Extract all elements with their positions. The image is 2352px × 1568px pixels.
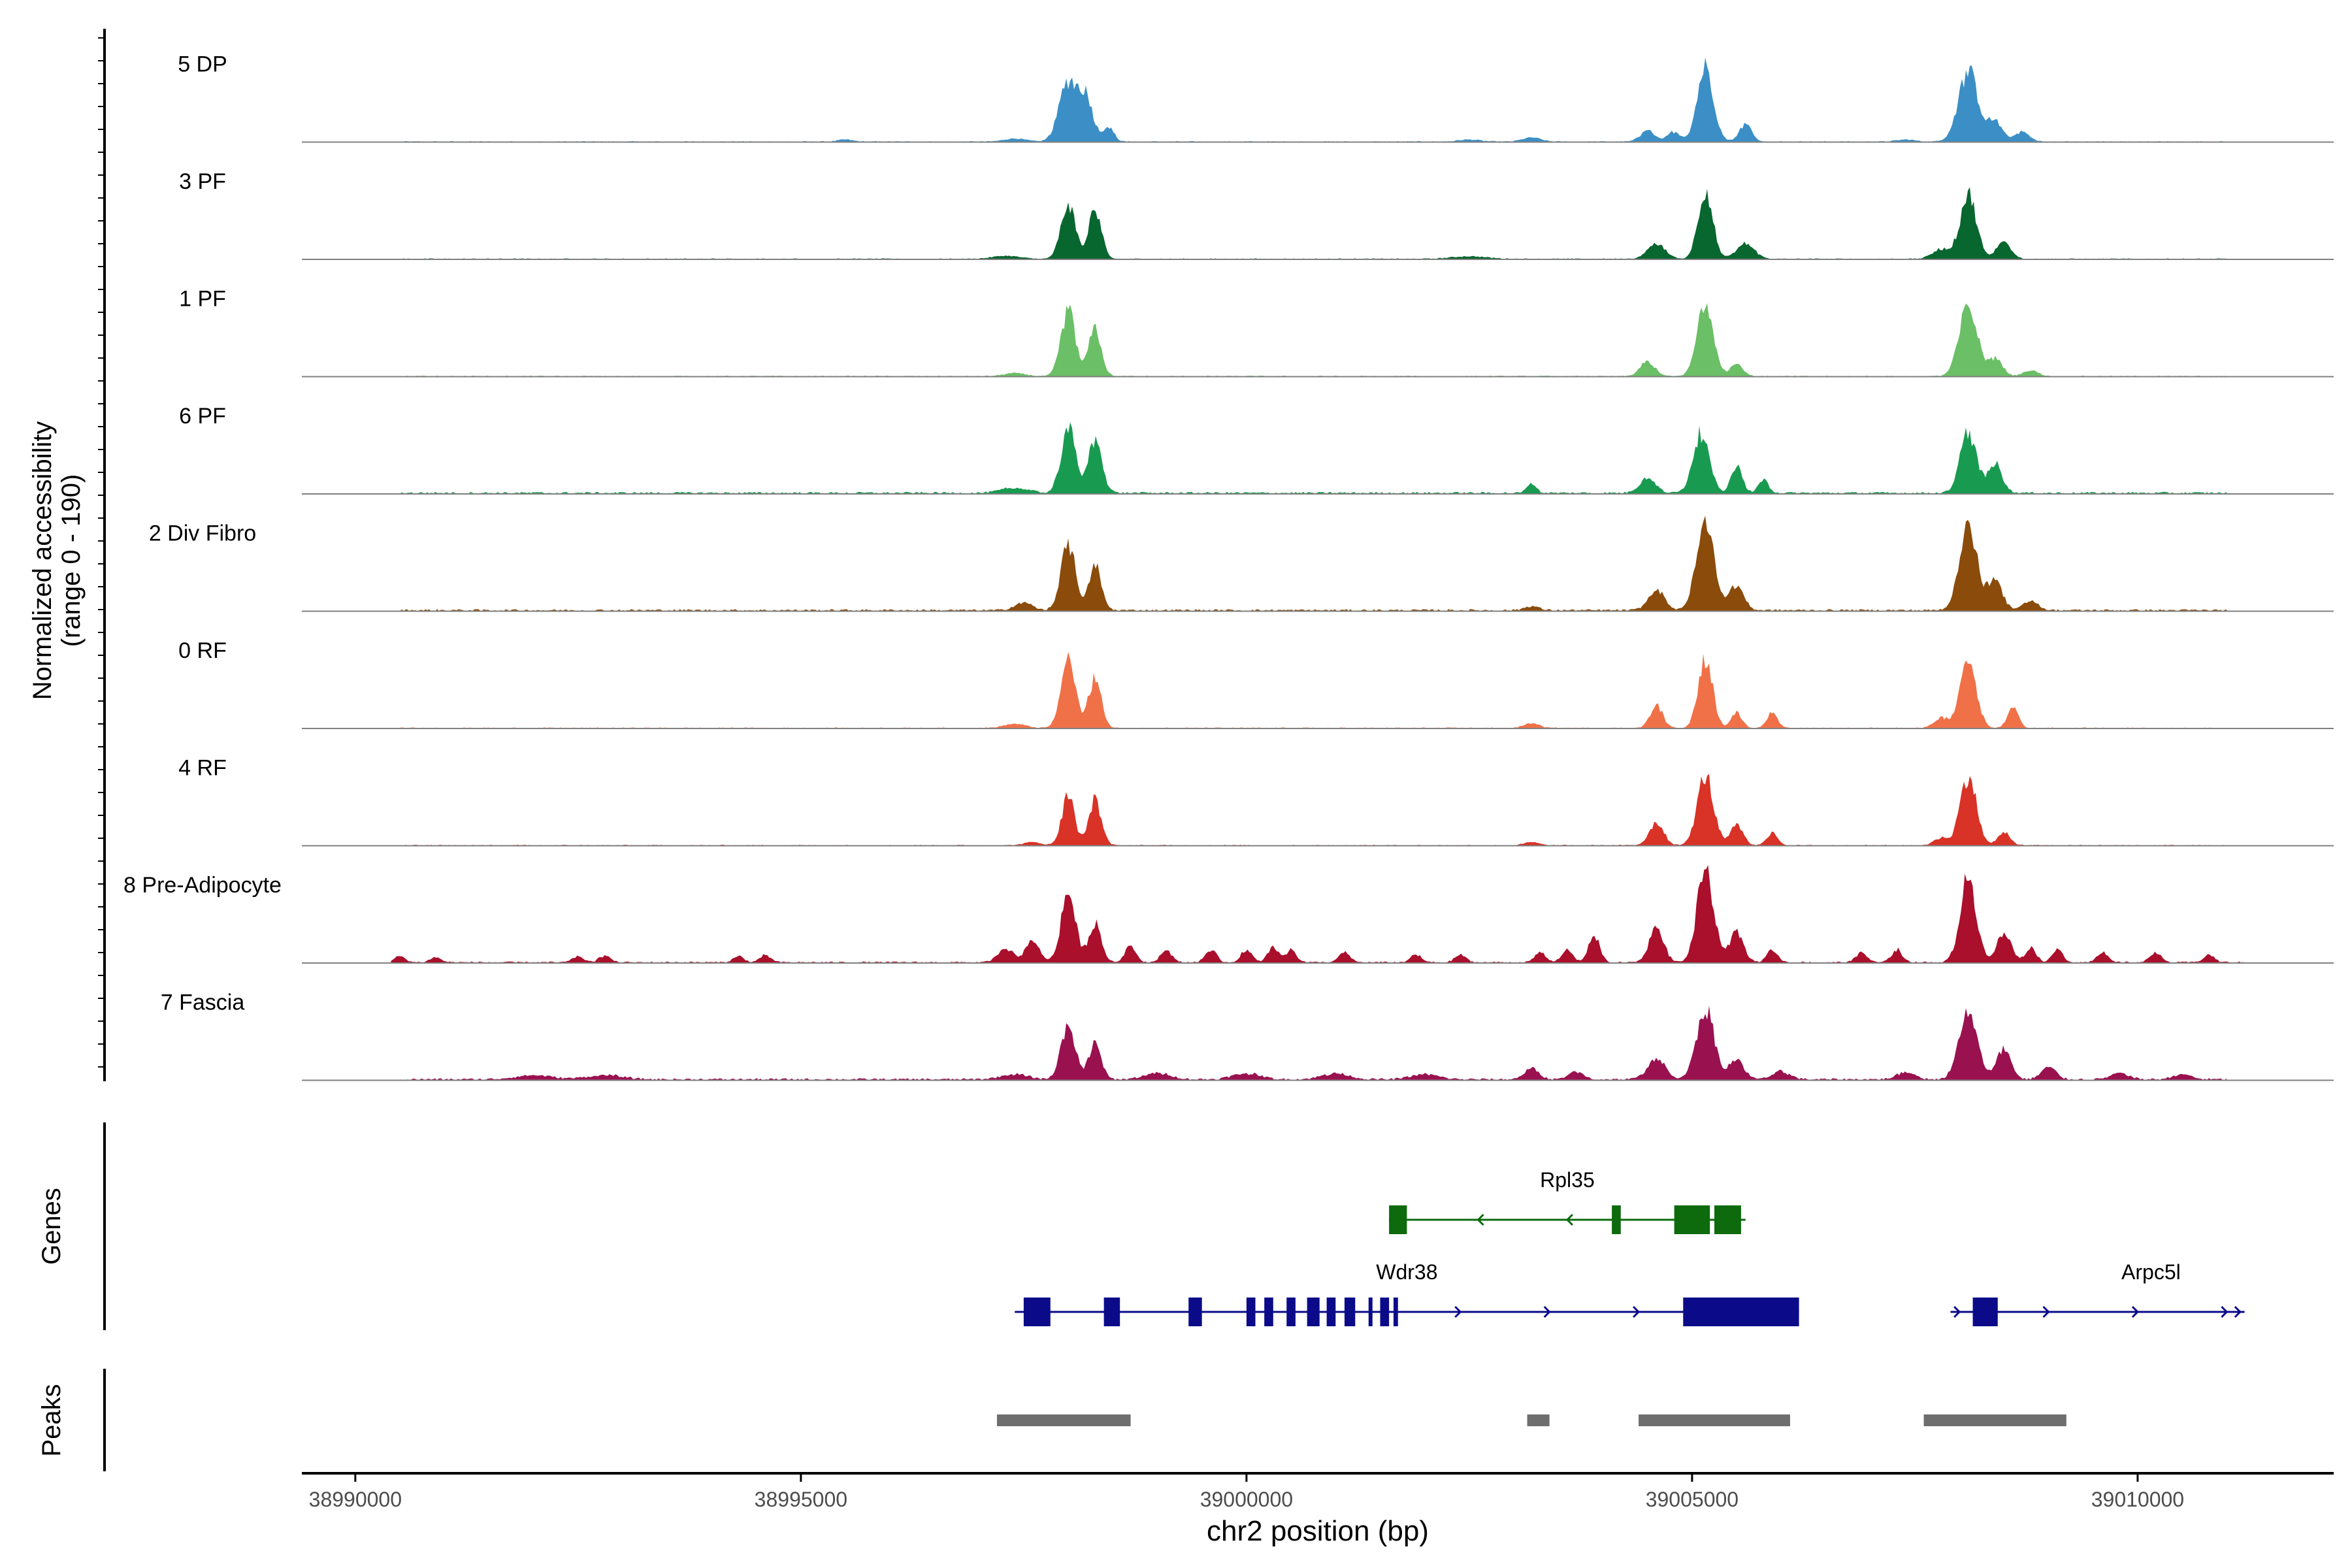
- exon-block: [1246, 1298, 1256, 1326]
- peak-region: [1639, 1414, 1790, 1426]
- exon-block: [1344, 1298, 1356, 1326]
- strand-arrow: [1543, 1305, 1551, 1318]
- coverage-area: [391, 865, 2245, 963]
- track-label: 5 DP: [178, 52, 227, 77]
- track-label: 8 Pre-Adipocyte: [123, 873, 282, 898]
- coverage-area: [400, 187, 2227, 259]
- exon-block: [1683, 1298, 1799, 1326]
- coverage-area: [400, 57, 2227, 142]
- strand-arrow: [1565, 1213, 1573, 1226]
- x-tick-label: 38995000: [755, 1488, 847, 1511]
- track-8-pre-adipocyte: 8 Pre-Adipocyte: [123, 865, 2334, 964]
- exon-block: [1326, 1298, 1336, 1326]
- x-tick-label: 38990000: [309, 1488, 402, 1511]
- exon-block: [1612, 1205, 1621, 1234]
- y-axis-label-group: Normalized accessibility (range 0 - 190): [28, 421, 86, 700]
- track-label: 3 PF: [179, 169, 226, 194]
- track-label: 2 Div Fibro: [149, 521, 256, 546]
- exon-block: [1972, 1298, 1998, 1326]
- coverage-area: [400, 303, 2227, 377]
- track-7-fascia: 7 Fascia: [161, 990, 2334, 1081]
- track-label: 6 PF: [179, 404, 226, 429]
- x-axis-title: chr2 position (bp): [1207, 1515, 1429, 1547]
- strand-arrow: [2234, 1305, 2242, 1318]
- track-0-rf: 0 RF: [178, 638, 2334, 729]
- strand-arrow: [1477, 1213, 1484, 1226]
- exon-block: [1674, 1205, 1710, 1234]
- exon-block: [1264, 1298, 1273, 1326]
- strand-arrow: [2042, 1305, 2050, 1318]
- exon-block: [1307, 1298, 1320, 1326]
- coverage-area: [400, 774, 2227, 846]
- gene-name: Arpc5l: [2121, 1260, 2181, 1284]
- exon-block: [1714, 1205, 1741, 1234]
- coverage-area: [400, 515, 2227, 612]
- genes-track-label: Genes: [37, 1188, 66, 1265]
- strand-arrow: [1632, 1305, 1641, 1318]
- exon-block: [1103, 1298, 1120, 1326]
- coverage-tracks: 5 DP 3 PF 1 PF 6 PF 2 Div Fibro 0 RF 4 RF 8 Pre…: [98, 29, 2334, 1081]
- x-tick-label: 39010000: [2091, 1488, 2184, 1511]
- peak-region: [996, 1414, 1131, 1426]
- peak-region: [1923, 1414, 2066, 1426]
- peak-region: [1527, 1414, 1550, 1426]
- gene-wdr38: Wdr38: [1015, 1260, 1799, 1326]
- track-1-pf: 1 PF: [179, 287, 2334, 378]
- x-tick-label: 39005000: [1646, 1488, 1739, 1511]
- gene-name: Rpl35: [1540, 1168, 1595, 1192]
- track-6-pf: 6 PF: [179, 404, 2334, 495]
- track-3-pf: 3 PF: [179, 169, 2334, 260]
- coverage-area: [400, 1005, 2227, 1081]
- gene-annotation-track: Rpl35 Wdr38 Arpc5l: [103, 1122, 2245, 1330]
- track-label: 4 RF: [178, 756, 227, 781]
- track-label: 7 Fascia: [161, 990, 245, 1015]
- exon-block: [1393, 1298, 1398, 1326]
- peaks-track-label: Peaks: [37, 1384, 66, 1456]
- gene-arpc5l: Arpc5l: [1950, 1260, 2245, 1326]
- peak-regions-track: [103, 1369, 2066, 1471]
- exon-block: [1286, 1298, 1296, 1326]
- track-2-div-fibro: 2 Div Fibro: [149, 515, 2334, 612]
- exon-block: [1368, 1298, 1373, 1326]
- gene-name: Wdr38: [1376, 1260, 1437, 1284]
- strand-arrow: [2131, 1305, 2140, 1318]
- x-axis: 38990000 38995000 39000000 39005000 39010000: [302, 1472, 2334, 1511]
- track-label: 0 RF: [178, 638, 227, 663]
- exon-block: [1023, 1298, 1051, 1326]
- y-axis-label-line2: (range 0 - 190): [57, 474, 86, 647]
- exon-block: [1380, 1298, 1390, 1326]
- strand-arrow: [1953, 1305, 1961, 1318]
- coverage-area: [400, 422, 2227, 494]
- strand-arrow: [1454, 1305, 1462, 1318]
- track-5-dp: 5 DP: [178, 52, 2334, 143]
- strand-arrow: [2221, 1305, 2229, 1318]
- track-4-rf: 4 RF: [178, 756, 2334, 847]
- x-tick-label: 39000000: [1200, 1488, 1293, 1511]
- y-axis-label-line1: Normalized accessibility: [28, 421, 57, 700]
- gene-rpl35: Rpl35: [1389, 1168, 1746, 1234]
- exon-block: [1188, 1298, 1202, 1326]
- coverage-area: [400, 652, 2227, 728]
- track-label: 1 PF: [179, 287, 226, 312]
- exon-block: [1389, 1205, 1407, 1234]
